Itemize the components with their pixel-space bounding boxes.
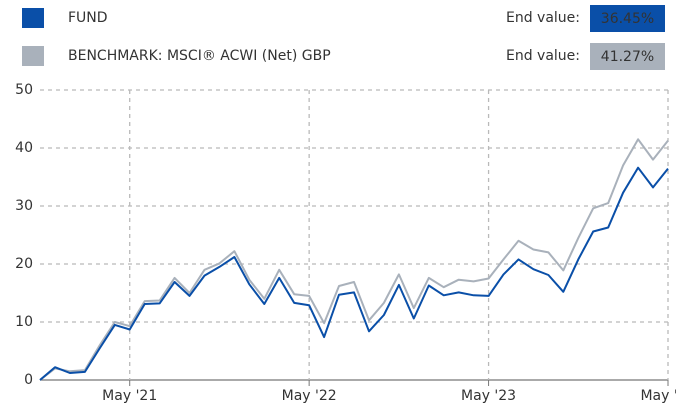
end-value: 36.45% [601, 11, 654, 27]
legend-label: FUND [68, 10, 108, 26]
y-tick-label: 40 [15, 140, 33, 156]
y-tick-label: 10 [15, 314, 33, 330]
y-tick-label: 0 [24, 372, 33, 388]
end-value-caption: End value: [506, 48, 580, 64]
end-value-caption: End value: [506, 10, 580, 26]
y-tick-label: 20 [15, 256, 33, 272]
end-value: 41.27% [601, 49, 654, 65]
x-tick-label: May '21 [102, 388, 157, 404]
legend-swatch [22, 8, 44, 28]
y-tick-label: 30 [15, 198, 33, 214]
legend-swatch [22, 46, 44, 66]
line-series [39, 138, 669, 381]
x-tick-label: May '23 [461, 388, 516, 404]
legend-label: BENCHMARK: MSCI® ACWI (Net) GBP [68, 48, 331, 64]
y-tick-label: 50 [15, 82, 33, 98]
x-tick-label: May '22 [282, 388, 337, 404]
line-series [39, 166, 669, 381]
end-value-box [590, 43, 665, 70]
end-value-box [590, 5, 665, 32]
x-tick-label: May '24 [640, 388, 676, 404]
